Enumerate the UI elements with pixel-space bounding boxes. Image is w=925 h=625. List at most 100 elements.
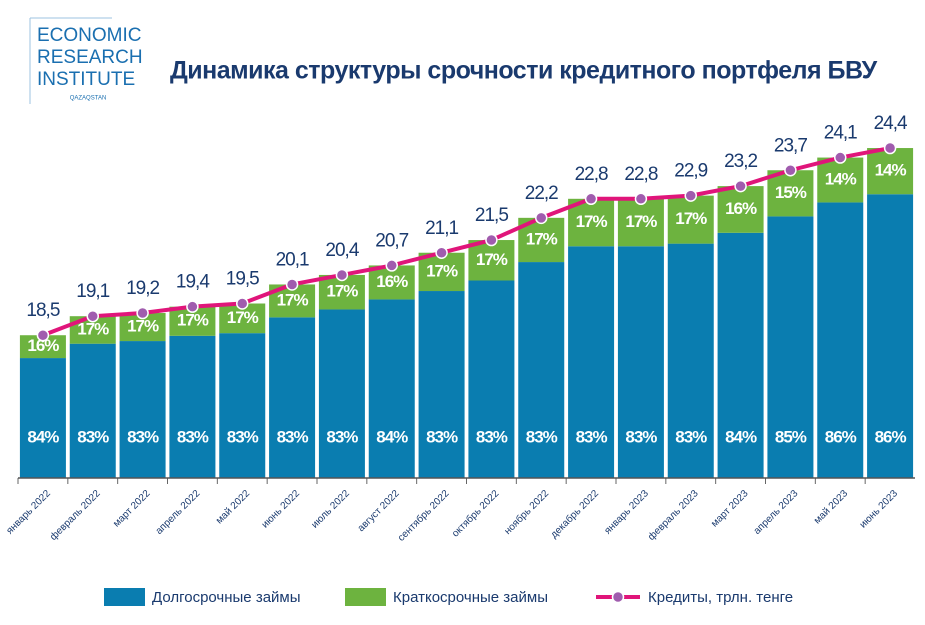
data-label: 17%	[675, 209, 707, 228]
data-label: 16%	[725, 199, 757, 218]
data-label: 22,8	[575, 164, 608, 185]
logo-line: ECONOMIC	[37, 25, 142, 46]
legend-swatch	[345, 588, 386, 606]
data-label: 17%	[177, 311, 209, 330]
x-tick-label: февраль 2022	[47, 487, 103, 543]
data-label: 24,1	[824, 123, 857, 144]
x-tick-label: январь 2022	[4, 488, 53, 537]
data-label: 17%	[426, 261, 458, 280]
data-label: 83%	[625, 427, 657, 446]
x-tick-label: декабрь 2022	[548, 487, 601, 540]
line-marker	[335, 268, 349, 282]
data-label: 14%	[825, 169, 857, 188]
bar-segment	[617, 198, 664, 247]
line-marker	[86, 309, 99, 323]
data-label: 83%	[177, 427, 209, 446]
data-label: 17%	[277, 290, 309, 309]
data-label: 17%	[227, 308, 259, 327]
data-label: 18,5	[26, 300, 59, 321]
data-label: 22,2	[525, 183, 558, 204]
data-label: 19,2	[126, 278, 159, 299]
line-marker	[186, 300, 199, 313]
data-label: 17%	[526, 229, 558, 248]
data-label: 83%	[426, 427, 458, 446]
data-label: 85%	[775, 427, 807, 446]
x-tick-label: январь 2023	[602, 488, 651, 537]
bar-segment	[418, 252, 465, 292]
data-label: 22,9	[674, 161, 707, 182]
chart-title: Динамика структуры срочности кредитного …	[170, 57, 878, 85]
bar-segment	[667, 195, 714, 244]
data-label: 21,5	[475, 205, 508, 226]
legend-label: Долгосрочные займы	[152, 589, 301, 606]
bar-segment	[867, 148, 914, 195]
data-label: 84%	[725, 427, 757, 446]
data-label: 84%	[27, 427, 59, 446]
logo-line: RESEARCH	[37, 47, 143, 68]
x-tick-label: май 2022	[214, 488, 253, 527]
data-label: 19,4	[176, 272, 210, 293]
bar-segment	[717, 186, 764, 233]
bar-segment	[867, 194, 914, 479]
bar-segment	[667, 243, 714, 478]
x-tick-label: ноябрь 2022	[502, 487, 552, 537]
bar-segment	[767, 170, 814, 217]
bar-segment	[19, 358, 66, 478]
x-tick-label: сентябрь 2022	[395, 487, 452, 544]
line-marker	[883, 141, 897, 155]
data-label: 83%	[576, 427, 608, 446]
data-label: 86%	[875, 427, 907, 446]
line-marker	[435, 246, 448, 259]
bar-segment	[368, 299, 415, 478]
line-marker	[385, 259, 398, 272]
x-tick-label: февраль 2023	[645, 487, 701, 543]
legend-marker	[611, 590, 625, 604]
x-tick-label: июнь 2022	[260, 488, 303, 531]
x-tick-label: август 2022	[356, 488, 402, 534]
line-marker	[634, 192, 648, 206]
legend-label: Кредиты, трлн. тенге	[648, 589, 793, 606]
bar-segment	[69, 343, 116, 478]
data-label: 17%	[476, 250, 508, 269]
data-label: 20,7	[375, 230, 408, 251]
bar-segment	[418, 291, 465, 478]
data-label: 19,5	[226, 269, 259, 290]
data-label: 86%	[825, 427, 857, 446]
data-label: 20,1	[276, 249, 309, 270]
data-label: 83%	[127, 427, 159, 446]
logo-frame	[29, 17, 112, 104]
data-label: 16%	[27, 336, 59, 355]
x-tick-label: июль 2022	[310, 488, 353, 531]
data-label: 17%	[77, 319, 109, 338]
data-label: 84%	[376, 427, 408, 446]
data-label: 17%	[127, 317, 159, 336]
data-label: 17%	[576, 212, 608, 231]
data-label: 83%	[476, 427, 508, 446]
x-tick-label: март 2022	[111, 488, 153, 530]
bar-segment	[568, 246, 615, 478]
bar-segment	[219, 333, 266, 478]
data-label: 22,8	[624, 164, 657, 185]
data-label: 83%	[675, 427, 707, 446]
data-label: 24,4	[874, 113, 908, 134]
bar-segment	[817, 202, 864, 478]
bar-segment	[318, 309, 365, 478]
line-marker	[684, 189, 697, 202]
line-marker	[834, 151, 847, 164]
x-tick-label: апрель 2023	[752, 488, 801, 537]
line	[42, 146, 891, 338]
x-tick-label: июнь 2023	[858, 488, 901, 531]
logo-sub: QAZAQSTAN	[70, 96, 107, 102]
data-label: 83%	[326, 427, 358, 446]
data-label: 83%	[526, 427, 558, 446]
logo-line: INSTITUTE	[37, 69, 135, 90]
line-marker	[734, 179, 747, 193]
data-label: 20,4	[325, 240, 359, 261]
bar-segment	[269, 317, 316, 478]
line-marker	[584, 192, 598, 206]
data-label: 17%	[326, 282, 358, 301]
x-tick-label: март 2023	[709, 488, 751, 530]
data-label: 15%	[775, 183, 807, 202]
